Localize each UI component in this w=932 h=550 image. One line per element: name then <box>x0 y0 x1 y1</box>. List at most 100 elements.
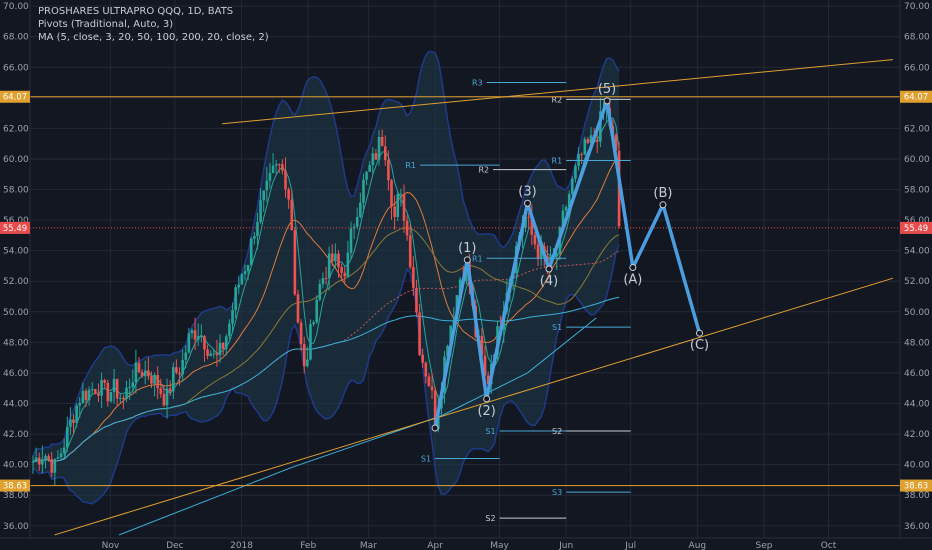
candle-body <box>56 457 60 459</box>
wave-point <box>463 256 471 264</box>
candle-body <box>62 447 66 454</box>
candle-body <box>383 146 387 161</box>
candle-body <box>393 206 396 218</box>
candle-body <box>396 194 400 218</box>
candle-body <box>131 382 135 388</box>
candle-body <box>281 164 284 171</box>
moving-averages <box>32 117 620 536</box>
candle-body <box>374 153 378 160</box>
candle-body <box>115 378 119 399</box>
y-tick-label-right: 70.00 <box>904 2 930 12</box>
y-tick-label-right: 58.00 <box>904 186 930 196</box>
y-tick-label-right: 38.00 <box>904 491 930 501</box>
candle-body <box>567 194 571 207</box>
candle-body <box>175 367 178 373</box>
candle-body <box>564 206 568 211</box>
candle-body <box>595 139 599 142</box>
candle-body <box>75 405 78 423</box>
wave-point <box>659 201 667 209</box>
candle-body <box>589 135 593 144</box>
candle-body <box>362 179 365 203</box>
price-label-left: 64.07 <box>3 93 27 103</box>
y-tick-label-right: 46.00 <box>904 369 930 379</box>
price-label-left: 55.49 <box>3 224 27 234</box>
candle-body <box>215 353 219 356</box>
candle-body <box>458 279 462 296</box>
candle-body <box>50 459 54 473</box>
y-tick-label-right: 40.00 <box>904 461 930 471</box>
candle-body <box>69 419 72 427</box>
pivot-label: R1 <box>552 156 563 165</box>
price-label-right: 55.49 <box>904 224 928 234</box>
candle-body <box>87 389 91 401</box>
y-tick-label-left: 62.00 <box>3 124 29 134</box>
price-label-right: 38.63 <box>904 482 928 492</box>
candle-body <box>59 453 63 458</box>
candle-body <box>430 386 434 391</box>
candle-body <box>171 367 175 392</box>
candle-body <box>424 362 428 377</box>
x-tick-label: Nov <box>102 541 120 550</box>
candle-body <box>433 390 437 429</box>
candle-body <box>555 253 559 257</box>
candle-body <box>302 344 306 367</box>
candle-body <box>153 374 156 384</box>
candle-body <box>100 380 103 396</box>
candle-body <box>162 393 166 406</box>
y-tick-label-left: 54.00 <box>3 247 29 257</box>
candle-body <box>196 336 200 340</box>
candle-body <box>533 234 537 245</box>
candle-body <box>524 216 527 228</box>
pivot-label: S2 <box>552 427 562 436</box>
candle-body <box>259 200 262 222</box>
candle-body <box>72 419 75 423</box>
candle-body <box>140 372 144 377</box>
candle-body <box>128 387 131 389</box>
candle-body <box>271 165 275 174</box>
candle-body <box>31 461 35 463</box>
candle-body <box>150 376 153 384</box>
candle-body <box>306 359 309 367</box>
candle-body <box>34 457 38 462</box>
candle-body <box>412 267 415 288</box>
candle-body <box>206 349 209 356</box>
y-tick-label-right: 68.00 <box>904 33 930 43</box>
y-tick-label-right: 44.00 <box>904 400 930 410</box>
y-tick-label-left: 44.00 <box>3 400 29 410</box>
candle-body <box>415 287 418 313</box>
candle-body <box>106 382 110 402</box>
trendlines <box>54 59 894 536</box>
candle-body <box>249 238 253 265</box>
candle-body <box>318 283 322 300</box>
candle-body <box>309 324 312 360</box>
wave-label: (2) <box>477 404 495 419</box>
candle-body <box>147 370 150 377</box>
candle-body <box>209 353 212 356</box>
candle-body <box>81 390 85 403</box>
candle-body <box>446 345 449 357</box>
candle-body <box>125 387 128 400</box>
trendline <box>222 59 894 125</box>
candle-body <box>355 217 359 227</box>
candle-body <box>330 253 334 262</box>
candle-body <box>212 353 216 355</box>
candle-body <box>312 322 315 325</box>
candle-body <box>240 274 244 285</box>
candle-body <box>203 336 206 350</box>
ma-line-200 <box>32 296 620 463</box>
candle-body <box>371 153 375 166</box>
candle-body <box>187 333 191 353</box>
candle-body <box>200 336 203 338</box>
chart-header: PROSHARES ULTRAPRO QQQ, 1D, BATS Pivots … <box>38 5 269 44</box>
candle-body <box>365 171 368 180</box>
candle-body <box>268 173 272 181</box>
candle-body <box>390 180 393 207</box>
candle-body <box>377 136 381 160</box>
candle-body <box>122 397 125 400</box>
y-tick-label-left: 52.00 <box>3 277 29 287</box>
candle-body <box>231 310 234 324</box>
indicator-ma: MA (5, close, 3, 20, 50, 100, 200, 20, c… <box>38 32 269 43</box>
candle-body <box>243 271 247 275</box>
